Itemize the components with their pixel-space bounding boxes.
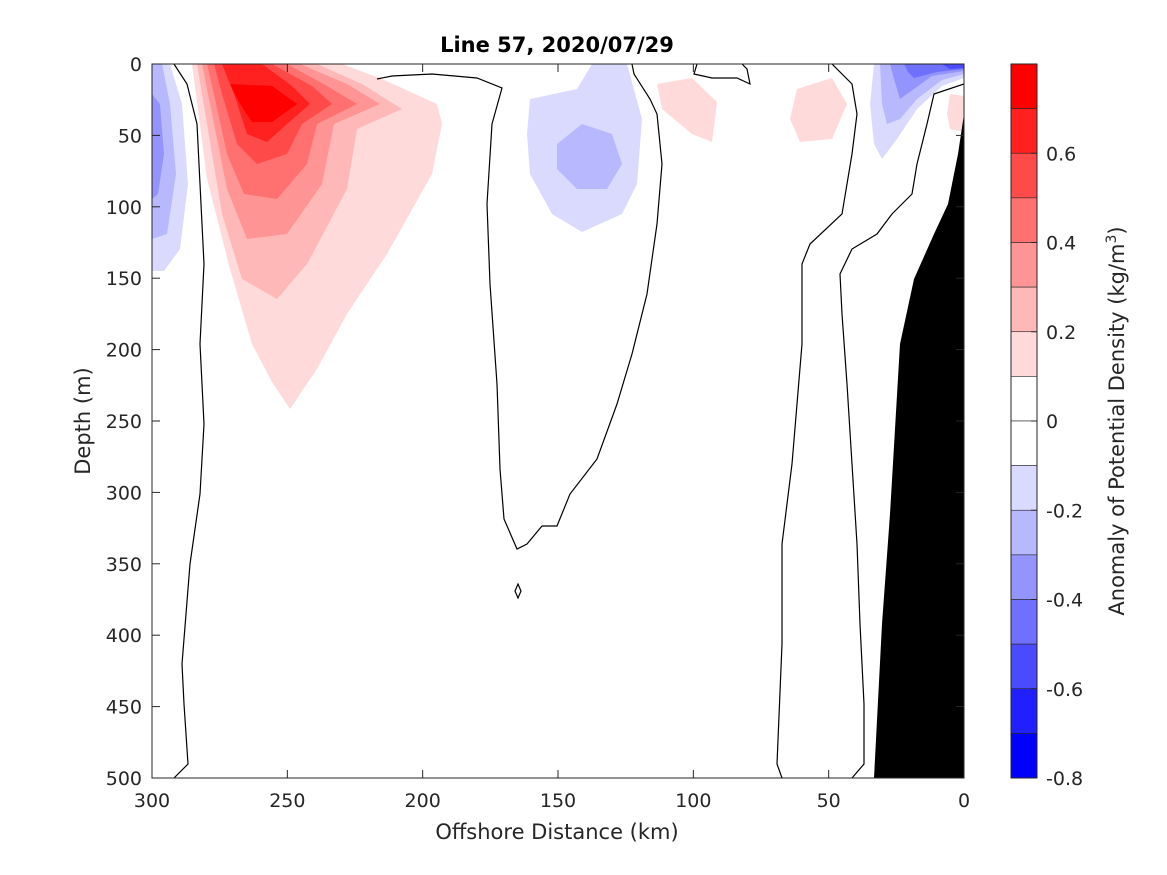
colorbar-level — [1010, 286, 1038, 333]
x-tick-label: 150 — [540, 790, 576, 812]
zero-contour-near-coast-2 — [839, 83, 964, 778]
y-axis-label: Depth (m) — [71, 367, 95, 474]
colorbar-label-text: Anomaly of Potential Density (kg/m — [1105, 244, 1129, 616]
colorbar-tick-label: 0.4 — [1046, 233, 1076, 255]
x-tick-label: 300 — [134, 790, 170, 812]
y-tick-label: 50 — [118, 125, 142, 147]
colorbar-level — [1010, 108, 1038, 154]
zero-contour-central — [376, 64, 663, 550]
colorbar-ticks: 0.6 0.4 0.2 0 -0.2 -0.4 -0.6 -0.8 — [1031, 143, 1083, 790]
y-tick-label: 500 — [106, 768, 142, 790]
zero-contour-eddy-small — [514, 582, 522, 600]
colorbar-level — [1010, 331, 1038, 377]
colorbar-tick-label: -0.8 — [1046, 768, 1083, 790]
anomaly-region-pos-0.1-east — [790, 78, 847, 142]
y-tick-label: 250 — [106, 411, 142, 433]
colorbar-level — [1010, 688, 1038, 734]
anomaly-region-pos-0.1-west — [657, 78, 717, 142]
colorbar-label: Anomaly of Potential Density (kg/m3) — [1104, 226, 1129, 615]
zero-contour-offshore — [173, 64, 205, 778]
colorbar-level — [1010, 376, 1038, 422]
anomaly-region-pos-0.1-coast — [947, 94, 964, 132]
x-axis: 300 250 200 150 100 50 0 — [134, 64, 970, 812]
chart-title: Line 57, 2020/07/29 — [440, 33, 674, 57]
y-tick-label: 400 — [106, 625, 142, 647]
colorbar-tick-label: -0.2 — [1046, 500, 1083, 522]
colorbar-tick-label: 0 — [1046, 411, 1058, 433]
x-tick-label: 250 — [269, 790, 305, 812]
seafloor-bathymetry — [874, 114, 964, 778]
colorbar-level — [1010, 242, 1038, 288]
colorbar-level — [1010, 465, 1038, 511]
colorbar-level — [1010, 554, 1038, 600]
y-tick-label: 200 — [106, 340, 142, 362]
colorbar-level — [1010, 63, 1038, 109]
density-anomaly-field — [152, 64, 964, 409]
y-tick-label: 0 — [130, 54, 142, 76]
anomaly-region-neg-0.3-offshore — [152, 94, 164, 199]
colorbar-label-suffix: ) — [1105, 226, 1129, 234]
anomaly-region-neg-0.3-coast — [890, 64, 964, 99]
zero-contours — [173, 64, 964, 778]
colorbar-tick-label: 0.6 — [1046, 143, 1076, 165]
anomaly-region-pos-0.7 — [230, 84, 297, 122]
anomaly-region-neg-0.5-coast — [942, 64, 964, 69]
colorbar-level — [1010, 509, 1038, 556]
x-axis-label: Offshore Distance (km) — [435, 820, 678, 844]
y-tick-label: 300 — [106, 482, 142, 504]
colorbar-tick-label: -0.6 — [1046, 679, 1083, 701]
zero-contour-east-cap — [693, 64, 751, 86]
x-tick-label: 50 — [817, 790, 841, 812]
colorbar-level — [1010, 197, 1038, 243]
colorbar-level — [1010, 420, 1038, 466]
plot-area — [152, 64, 964, 778]
colorbar-label-superscript: 3 — [1104, 235, 1120, 244]
colorbar-level — [1010, 643, 1038, 690]
colorbar-tick-label: -0.4 — [1046, 590, 1083, 612]
colorbar-level — [1010, 733, 1038, 779]
anomaly-region-neg-0.2 — [557, 124, 622, 189]
x-tick-label: 0 — [958, 790, 970, 812]
colorbar-level — [1010, 599, 1038, 645]
y-tick-label: 150 — [106, 268, 142, 290]
x-tick-label: 100 — [675, 790, 711, 812]
y-axis: 0 50 100 150 200 250 300 350 400 450 500 — [106, 54, 964, 790]
colorbar-tick-label: 0.2 — [1046, 322, 1076, 344]
zero-contour-near-coast-1 — [776, 64, 858, 778]
colorbar-level — [1010, 152, 1038, 199]
y-tick-label: 450 — [106, 697, 142, 719]
x-tick-label: 200 — [405, 790, 441, 812]
y-tick-label: 100 — [106, 197, 142, 219]
y-tick-label: 350 — [106, 554, 142, 576]
